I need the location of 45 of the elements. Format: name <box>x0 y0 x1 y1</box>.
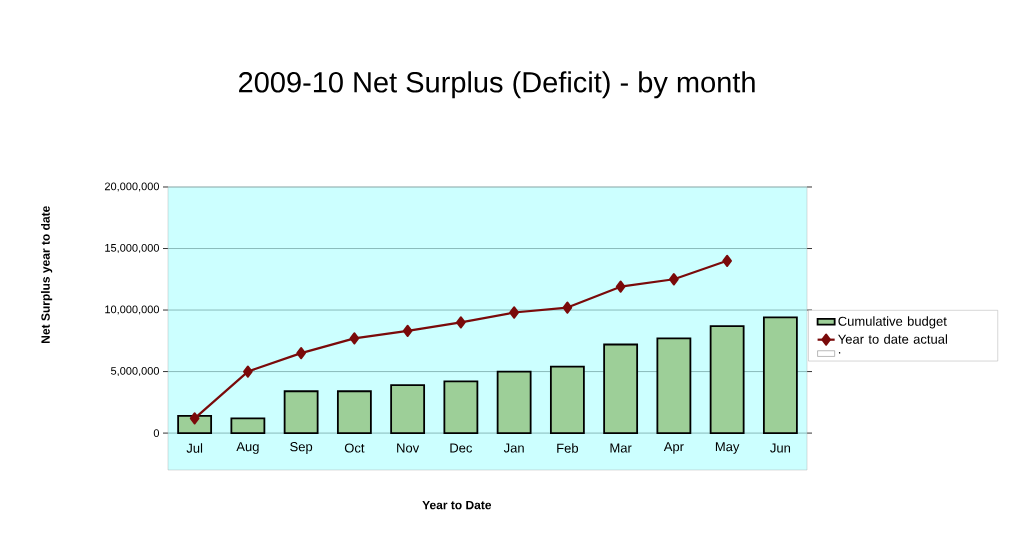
x-tick-label: Dec <box>450 443 473 453</box>
x-tick-label: Oct <box>344 443 365 453</box>
bar <box>762 316 798 434</box>
bar <box>390 384 426 434</box>
chart-title: 2009-10 Net Surplus (Deficit) - by month <box>239 71 755 99</box>
point <box>296 347 306 360</box>
x-tick-label: Jan <box>503 443 524 453</box>
x-tick-label: Jul <box>186 443 203 453</box>
x-tick-label: Aug <box>236 442 259 454</box>
legend-label: Year to date actual <box>838 334 947 344</box>
y-axis-title: Net Surplus year to date <box>41 206 53 343</box>
x-axis-title: Year to Date <box>422 500 492 510</box>
point <box>456 316 466 329</box>
y-tick-label: 15,000,000 <box>105 243 160 254</box>
point <box>562 301 573 314</box>
bar <box>656 337 692 434</box>
bar <box>336 390 372 434</box>
x-tick-label: Sep <box>290 442 313 454</box>
point <box>669 273 679 286</box>
x-tick-label: Feb <box>557 443 579 453</box>
point <box>722 254 732 267</box>
legend-label: . <box>838 352 841 354</box>
bar <box>549 365 585 434</box>
bar <box>230 417 266 434</box>
y-tick-label: 20,000,000 <box>104 182 160 192</box>
y-tick-label: 10,000,000 <box>105 305 160 315</box>
x-tick-label: Jun <box>770 443 791 453</box>
point <box>349 332 360 345</box>
y-tick-label: 5,000,000 <box>110 367 160 377</box>
point <box>243 365 253 378</box>
bar <box>283 390 319 434</box>
point <box>402 324 413 338</box>
x-tick-label: Nov <box>397 443 420 453</box>
bar <box>177 414 213 434</box>
bar <box>603 343 639 434</box>
x-tick-label: May <box>715 442 740 454</box>
bar <box>443 380 479 434</box>
y-tick-label: 0 <box>153 429 160 437</box>
bar <box>496 370 532 434</box>
point <box>615 280 626 293</box>
x-tick-label: Mar <box>610 443 632 453</box>
bar <box>709 325 745 434</box>
x-tick-label: Apr <box>663 442 684 454</box>
legend-label: Cumulative budget <box>838 316 947 329</box>
point <box>509 306 519 319</box>
